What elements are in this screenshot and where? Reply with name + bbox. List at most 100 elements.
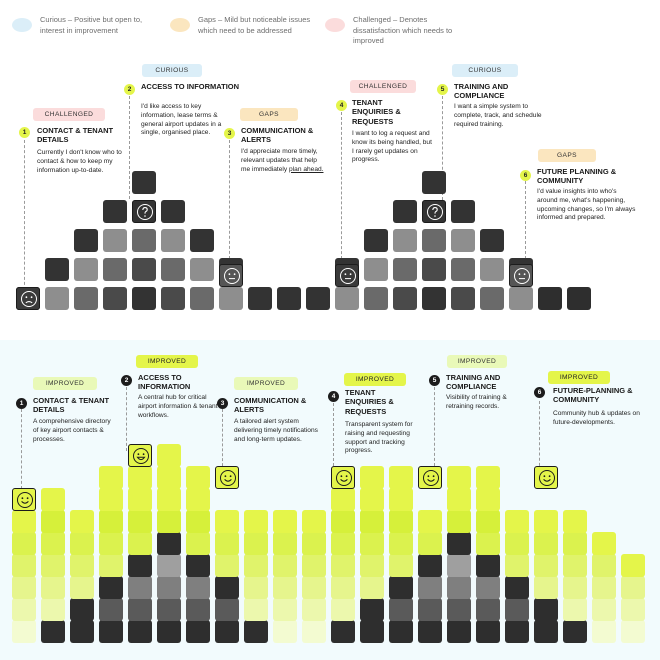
future-title-6: FUTURE-PLANNING & COMMUNITY — [553, 386, 633, 405]
future-badge-4: IMPROVED — [344, 373, 406, 386]
future-block — [534, 554, 558, 577]
future-block — [389, 510, 413, 533]
current-connector-5 — [442, 96, 443, 200]
future-block — [244, 554, 268, 577]
future-block — [215, 576, 239, 599]
current-number-5: 5 — [437, 84, 448, 95]
current-block — [422, 229, 446, 252]
future-block — [157, 620, 181, 643]
future-block — [41, 598, 65, 621]
current-badge-1: CHALLENGED — [33, 108, 105, 121]
current-block — [277, 287, 301, 310]
future-block — [186, 620, 210, 643]
future-block — [360, 598, 384, 621]
future-block — [215, 620, 239, 643]
future-block — [99, 532, 123, 555]
future-block — [534, 532, 558, 555]
future-block — [99, 620, 123, 643]
future-block — [244, 598, 268, 621]
future-block — [12, 598, 36, 621]
future-desc-5: Visibility of training & retraining reco… — [446, 394, 507, 410]
future-block — [389, 576, 413, 599]
future-title-4: TENANT ENQUIRIES & REQUESTS — [345, 388, 394, 416]
future-block — [186, 554, 210, 577]
future-title-2: ACCESS TO INFORMATION — [138, 373, 191, 392]
future-block — [331, 554, 355, 577]
future-block — [563, 554, 587, 577]
future-block — [592, 620, 616, 643]
future-block — [476, 554, 500, 577]
future-block — [331, 576, 355, 599]
future-block — [476, 466, 500, 489]
future-block — [215, 554, 239, 577]
current-block — [538, 287, 562, 310]
future-block — [157, 532, 181, 555]
legend-curious-text: Curious – Positive but open to, interest… — [40, 15, 143, 35]
future-title-5: TRAINING AND COMPLIANCE — [446, 373, 501, 392]
future-block — [273, 532, 297, 555]
future-block — [534, 576, 558, 599]
future-block — [41, 488, 65, 511]
future-block — [157, 576, 181, 599]
future-block — [331, 510, 355, 533]
future-connector-2 — [126, 387, 127, 451]
future-block — [360, 466, 384, 489]
future-face-1 — [12, 488, 36, 511]
legend-challenged-dot — [325, 18, 345, 32]
neutral-face-icon — [514, 268, 530, 284]
sad-face-icon — [21, 291, 37, 307]
current-badge-5: CURIOUS — [452, 64, 518, 77]
future-number-4: 4 — [328, 391, 339, 402]
future-block — [12, 510, 36, 533]
current-block — [364, 258, 388, 281]
future-face-5 — [418, 466, 442, 489]
current-block — [74, 229, 98, 252]
current-block — [451, 287, 475, 310]
future-block — [447, 488, 471, 511]
current-block — [364, 287, 388, 310]
legend-gaps-text: Gaps – Mild but noticeable issues which … — [198, 15, 311, 35]
current-block — [132, 287, 156, 310]
future-block — [389, 466, 413, 489]
future-block — [476, 620, 500, 643]
future-block — [592, 554, 616, 577]
future-block — [99, 466, 123, 489]
future-block — [215, 532, 239, 555]
current-desc-6: I'd value insights into who's around me,… — [537, 188, 636, 222]
future-number-5: 5 — [429, 375, 440, 386]
legend-challenged-text: Challenged – Denotes dissatisfaction whi… — [353, 15, 453, 45]
future-block — [70, 598, 94, 621]
current-block — [248, 287, 272, 310]
happy-face-icon — [539, 470, 555, 486]
future-desc-1: A comprehensive directory of key airport… — [33, 418, 111, 443]
future-block — [244, 532, 268, 555]
future-block — [505, 532, 529, 555]
future-block — [99, 510, 123, 533]
future-block — [476, 510, 500, 533]
future-block — [157, 488, 181, 511]
future-connector-3 — [222, 409, 223, 471]
future-block — [476, 532, 500, 555]
current-block — [45, 258, 69, 281]
future-block — [592, 598, 616, 621]
future-block — [12, 554, 36, 577]
future-block — [70, 532, 94, 555]
delighted-face-icon — [133, 448, 149, 464]
current-block — [306, 287, 330, 310]
future-title-3: COMMUNICATION & ALERTS — [234, 396, 307, 415]
future-block — [563, 620, 587, 643]
future-block — [505, 598, 529, 621]
future-block — [331, 620, 355, 643]
current-badge-3: GAPS — [240, 108, 298, 121]
current-block — [393, 229, 417, 252]
current-face-5 — [422, 200, 446, 223]
future-block — [41, 576, 65, 599]
current-block — [132, 258, 156, 281]
future-block — [157, 554, 181, 577]
current-block — [45, 287, 69, 310]
future-block — [12, 576, 36, 599]
future-block — [418, 576, 442, 599]
current-block — [190, 258, 214, 281]
future-block — [360, 532, 384, 555]
future-block — [273, 598, 297, 621]
